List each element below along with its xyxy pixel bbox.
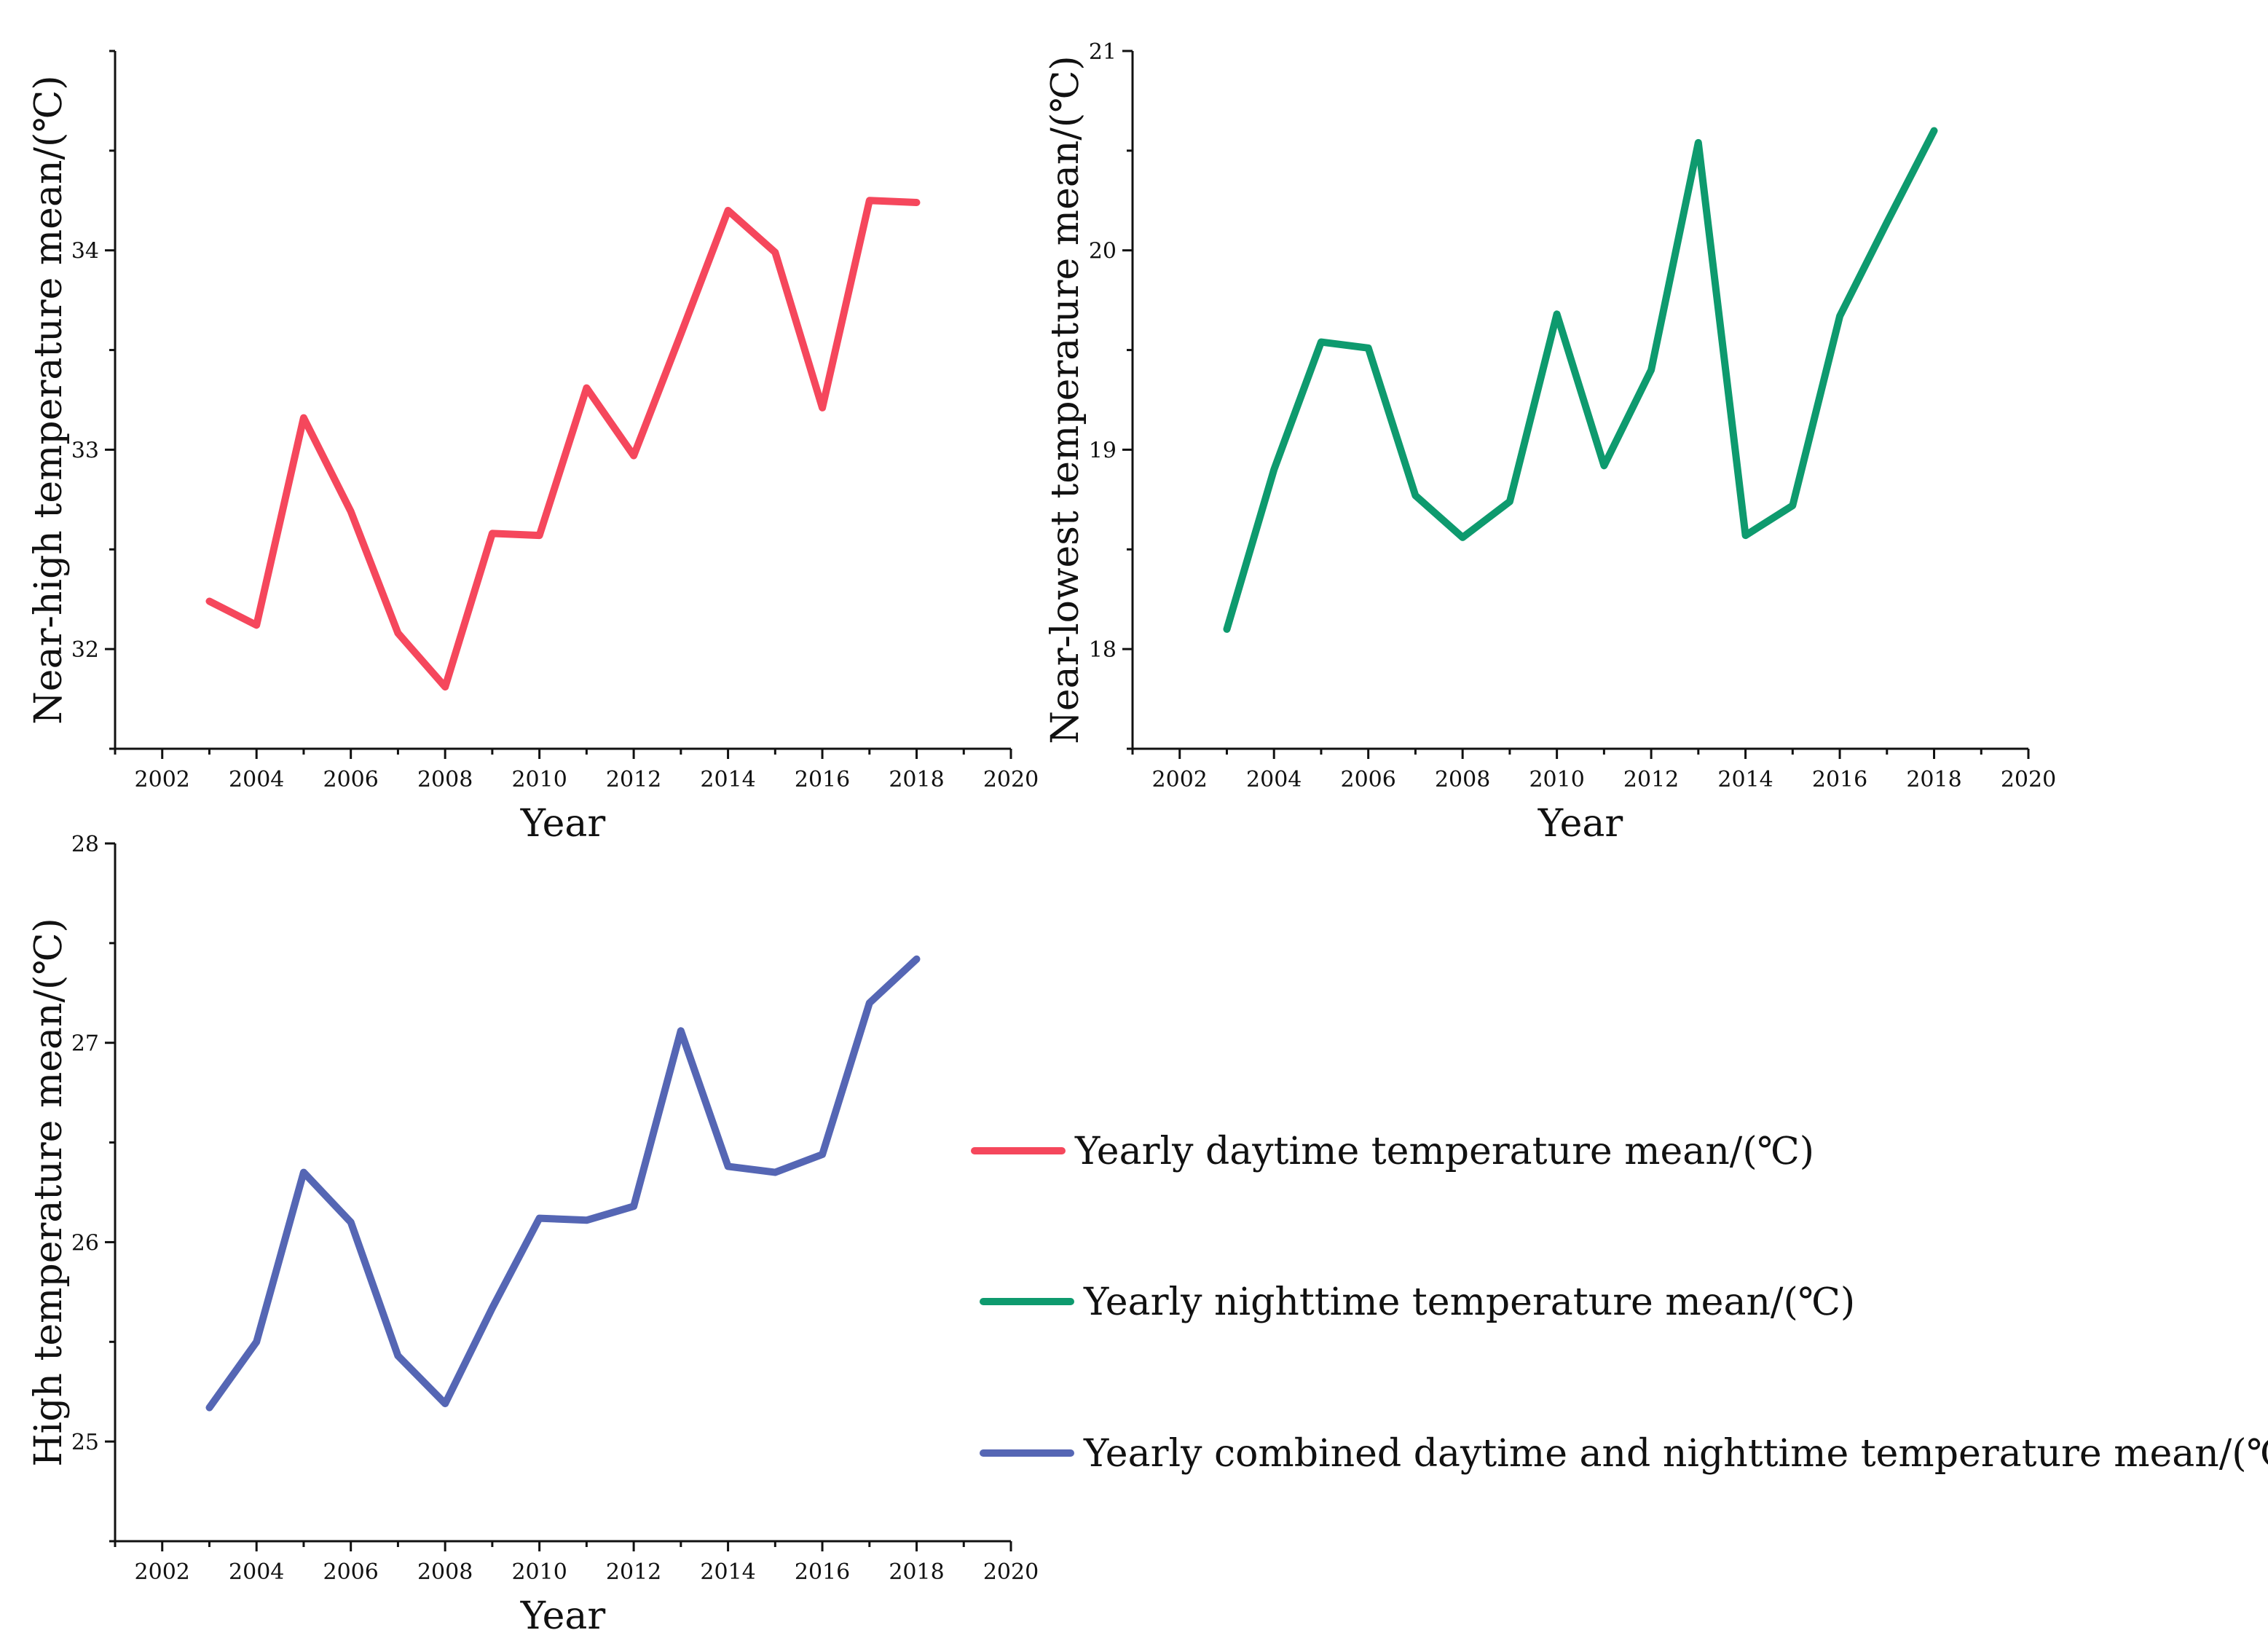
legend-item: Yearly nighttime temperature mean/(℃) (980, 1280, 1855, 1324)
x-tick-label: 2006 (323, 767, 379, 792)
x-tick-label: 2004 (229, 767, 284, 792)
chart-panels: 2002 2004 2006 2008 2010 2012 2014 2016 2018 2020… (27, 39, 2056, 1638)
legend-item: Yearly combined daytime and nighttime te… (980, 1432, 2268, 1476)
chart-panel-3: 2002 2004 2006 2008 2010 2012 2014 2016 2018 2020… (27, 832, 1039, 1638)
x-tick-label: 2008 (1435, 767, 1490, 792)
x-axis-title: Year (520, 802, 606, 846)
x-tick-label: 2012 (606, 1559, 661, 1585)
x-tick-label: 2002 (135, 767, 190, 792)
y-tick-label: 26 (71, 1230, 99, 1256)
x-tick-label: 2012 (1623, 767, 1679, 792)
x-tick-label: 2016 (795, 1559, 850, 1585)
y-axis-title: Near-high temperature mean/(℃) (27, 75, 71, 724)
x-tick-label: 2014 (1717, 767, 1773, 792)
x-tick-label: 2014 (700, 1559, 755, 1585)
x-axis-title: Year (520, 1594, 606, 1638)
x-tick-label: 2014 (700, 767, 755, 792)
legend-label: Yearly combined daytime and nighttime te… (1083, 1432, 2268, 1476)
series-line-3 (205, 955, 921, 1412)
x-tick-label: 2004 (229, 1559, 284, 1585)
y-tick-label: 21 (1089, 39, 1117, 65)
x-tick-label: 2010 (511, 767, 567, 792)
y-tick-label: 28 (71, 832, 99, 857)
x-axis-title: Year (1537, 802, 1623, 846)
x-tick-label: 2008 (417, 767, 473, 792)
x-tick-label: 2018 (889, 1559, 944, 1585)
legend: Yearly daytime temperature mean/(℃) Yearl… (971, 1130, 2268, 1476)
x-tick-label: 2002 (135, 1559, 190, 1585)
x-tick-label: 2008 (417, 1559, 473, 1585)
y-axis-title: Near-lowest temperature mean/(℃) (1044, 55, 1087, 744)
x-tick-label: 2016 (1812, 767, 1867, 792)
legend-label: Yearly daytime temperature mean/(℃) (1074, 1130, 1814, 1173)
x-tick-label: 2006 (1341, 767, 1396, 792)
x-tick-label: 2020 (983, 1559, 1039, 1585)
x-tick-label: 2018 (1906, 767, 1961, 792)
x-tick-label: 2004 (1246, 767, 1302, 792)
chart-panel-2: 2002 2004 2006 2008 2010 2012 2014 2016 2018 2020… (1044, 39, 2056, 846)
x-tick-label: 2010 (511, 1559, 567, 1585)
legend-item: Yearly daytime temperature mean/(℃) (971, 1130, 1814, 1173)
x-tick-label: 2020 (2001, 767, 2056, 792)
y-tick-label: 20 (1089, 239, 1117, 264)
chart-panel-1: 2002 2004 2006 2008 2010 2012 2014 2016 2018 2020… (27, 50, 1039, 846)
x-tick-label: 2006 (323, 1559, 379, 1585)
x-tick-label: 2010 (1529, 767, 1584, 792)
y-tick-label: 19 (1089, 438, 1117, 463)
y-axis-title: High temperature mean/(℃) (27, 918, 71, 1467)
y-tick-label: 34 (71, 239, 99, 264)
y-tick-label: 18 (1089, 637, 1117, 663)
series-line-2 (1223, 127, 1938, 633)
x-tick-label: 2020 (983, 767, 1039, 792)
x-tick-label: 2012 (606, 767, 661, 792)
x-tick-label: 2002 (1152, 767, 1208, 792)
y-tick-label: 33 (71, 438, 99, 463)
legend-label: Yearly nighttime temperature mean/(℃) (1083, 1280, 1855, 1324)
x-tick-label: 2016 (795, 767, 850, 792)
y-tick-label: 32 (71, 637, 99, 663)
y-tick-label: 27 (71, 1031, 99, 1057)
series-line-1 (205, 197, 921, 691)
x-tick-label: 2018 (889, 767, 944, 792)
y-tick-label: 25 (71, 1430, 99, 1455)
